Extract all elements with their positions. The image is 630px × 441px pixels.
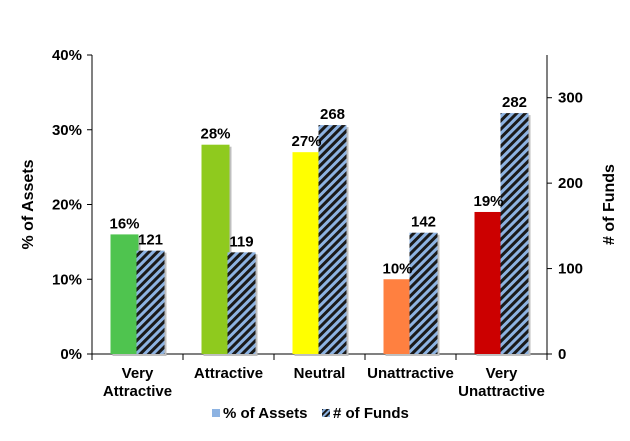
legend-swatch-assets xyxy=(212,409,220,417)
y-tick-label: 10% xyxy=(52,271,82,288)
data-label-assets: 10% xyxy=(382,260,412,277)
data-label-funds: 119 xyxy=(229,233,253,250)
data-label-funds: 121 xyxy=(138,232,163,249)
y2-tick-label: 300 xyxy=(558,90,583,107)
x-tick-label: Neutral xyxy=(294,365,346,382)
data-label-assets: 19% xyxy=(473,193,503,210)
x-tick-label: Unattractive xyxy=(367,365,454,382)
x-tick-label: Attractive xyxy=(194,365,263,382)
bar-assets xyxy=(201,144,230,354)
axes: 0% 10% 20% 30% 40% 0 100 200 300 Very Attractive At… xyxy=(20,47,618,400)
bar-funds xyxy=(318,125,347,355)
bar-funds xyxy=(227,252,256,354)
bar-assets xyxy=(110,234,139,354)
data-label-assets: 28% xyxy=(200,126,230,143)
y2-tick-label: 0 xyxy=(558,346,566,363)
data-label-assets: 16% xyxy=(109,215,139,232)
y2-tick-label: 200 xyxy=(558,175,583,192)
y-tick-label: 0% xyxy=(60,346,82,363)
bar-funds xyxy=(500,113,529,354)
bar-funds xyxy=(409,232,438,354)
y-tick-label: 30% xyxy=(52,122,82,139)
data-label-assets: 27% xyxy=(291,133,321,150)
y-axis-title: % of Assets xyxy=(20,159,37,249)
data-label-funds: 282 xyxy=(502,94,527,111)
data-label-funds: 268 xyxy=(320,106,345,123)
bar-assets xyxy=(292,152,321,354)
data-labels: 16%121 28% 119 27% 268 10% 142 19% 282 xyxy=(109,94,527,277)
x-tick-label: Very Unattractive xyxy=(458,365,545,400)
legend-label-funds: # of Funds xyxy=(333,405,409,422)
y-tick-label: 40% xyxy=(52,47,82,64)
bar-assets xyxy=(383,279,412,354)
bar-funds xyxy=(136,250,165,354)
x-tick-label: Very Attractive xyxy=(103,365,172,400)
y2-axis-title: # of Funds xyxy=(601,164,618,245)
y2-tick-label: 100 xyxy=(558,261,583,278)
bars xyxy=(110,113,531,357)
bar-assets xyxy=(474,211,503,354)
legend: % of Assets # of Funds xyxy=(212,405,409,422)
y-tick-label: 20% xyxy=(52,197,82,214)
data-label-funds: 142 xyxy=(411,214,436,231)
legend-label-assets: % of Assets xyxy=(223,405,307,422)
legend-swatch-funds xyxy=(322,409,330,417)
